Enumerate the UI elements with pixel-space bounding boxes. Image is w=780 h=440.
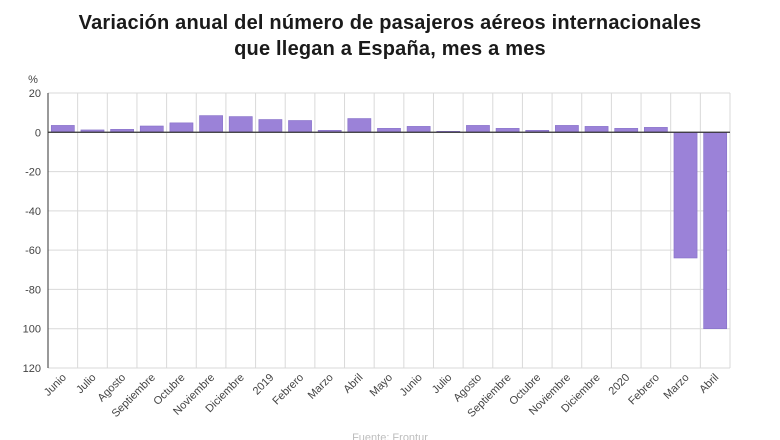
chart-title: Variación anual del número de pasajeros … [0, 10, 780, 62]
x-tick-label: 2019 [251, 372, 277, 398]
x-tick-label: Febrero [626, 372, 662, 408]
x-tick-label: Julio [430, 372, 454, 396]
bar [584, 126, 609, 133]
bar [169, 122, 194, 133]
bar [139, 125, 164, 133]
y-axis-unit-label: % [28, 74, 38, 86]
x-tick-label: Marzo [306, 372, 336, 402]
bars [50, 115, 728, 330]
bar [673, 131, 698, 259]
axes [47, 93, 730, 368]
y-tick-label: -20 [25, 167, 41, 179]
y-tick-label: 100 [23, 324, 41, 336]
bar [199, 115, 223, 133]
bar [703, 131, 728, 330]
chart-footer: Fuente: Frontur [352, 432, 428, 440]
grid-lines [47, 92, 731, 369]
y-tick-labels: 20 0 -20 -40 -60 -80 100 120 [23, 88, 41, 375]
chart-title-line-1: Variación anual del número de pasajeros … [78, 12, 702, 34]
x-tick-label: Julio [74, 372, 98, 396]
x-tick-label: Mayo [368, 372, 396, 400]
y-tick-label: 120 [23, 363, 41, 375]
x-tick-label: Abril [341, 372, 365, 396]
bar [258, 119, 283, 133]
bar [228, 116, 253, 133]
x-tick-label: Junio [42, 372, 69, 399]
bar [466, 125, 490, 133]
x-tick-label: Abril [697, 372, 721, 396]
y-tick-label: 20 [29, 88, 41, 100]
y-tick-label: 0 [35, 127, 41, 139]
bar [50, 125, 75, 133]
bar [644, 127, 668, 133]
chart-title-line-2: que llegan a España, mes a mes [234, 38, 546, 60]
x-tick-labels: Junio JulioAgostoSeptiembreOctubreNoviemb… [42, 372, 721, 420]
bar [406, 126, 431, 133]
x-tick-label: Marzo [662, 372, 692, 402]
bar [555, 125, 579, 133]
y-tick-label: -80 [25, 284, 41, 296]
y-tick-label: -40 [25, 206, 41, 218]
bar [347, 118, 372, 133]
y-tick-label: -60 [25, 245, 41, 257]
x-tick-label: 2020 [607, 372, 633, 398]
x-tick-label: Febrero [270, 372, 306, 408]
bar [288, 120, 312, 133]
x-tick-label: Junio [398, 372, 425, 399]
